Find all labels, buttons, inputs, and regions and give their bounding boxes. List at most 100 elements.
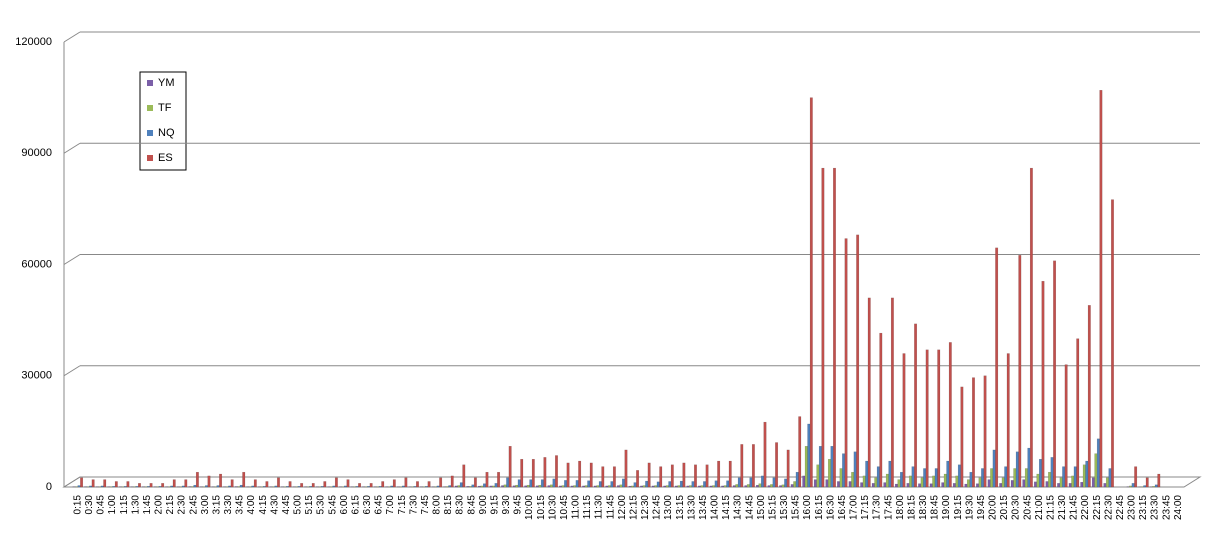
bar xyxy=(1086,461,1089,487)
bar xyxy=(787,450,790,487)
bar xyxy=(752,444,755,487)
bar xyxy=(817,465,820,487)
bar xyxy=(640,486,643,487)
bar xyxy=(1042,281,1045,487)
x-tick-label: 5:00 xyxy=(293,495,304,515)
bar xyxy=(414,486,417,487)
bar xyxy=(837,481,840,487)
bar xyxy=(678,486,681,487)
bar xyxy=(703,481,706,487)
bar xyxy=(393,480,396,487)
bar xyxy=(370,483,373,487)
legend-label: NQ xyxy=(158,127,175,139)
bar xyxy=(793,481,796,487)
bar xyxy=(944,474,947,487)
bar xyxy=(594,486,597,487)
bar xyxy=(773,478,776,487)
bar xyxy=(150,483,153,487)
bar xyxy=(912,467,915,487)
bar xyxy=(828,459,831,487)
bar xyxy=(78,486,81,487)
bar xyxy=(822,168,825,487)
legend-label: YM xyxy=(158,77,175,89)
bar xyxy=(1132,483,1135,487)
bar xyxy=(981,468,984,487)
x-tick-label: 17:45 xyxy=(883,495,894,520)
bar xyxy=(335,478,338,487)
x-tick-label: 2:00 xyxy=(154,495,165,515)
x-tick-label: 3:45 xyxy=(235,495,246,515)
bar xyxy=(729,461,732,487)
x-tick-label: 23:45 xyxy=(1161,495,1172,520)
x-tick-label: 20:15 xyxy=(999,495,1010,520)
bar xyxy=(842,454,845,487)
bar xyxy=(701,486,704,487)
bar xyxy=(367,486,370,487)
bar xyxy=(504,485,507,487)
x-tick-label: 23:30 xyxy=(1150,495,1161,520)
bar xyxy=(764,422,767,487)
bar xyxy=(582,486,585,487)
x-tick-label: 22:45 xyxy=(1115,495,1126,520)
x-tick-label: 7:30 xyxy=(408,495,419,515)
bar xyxy=(613,467,616,487)
x-tick-label: 21:00 xyxy=(1034,495,1045,520)
bar xyxy=(782,485,785,487)
x-tick-label: 18:00 xyxy=(895,495,906,520)
x-tick-label: 6:45 xyxy=(374,495,385,515)
x-tick-label: 6:15 xyxy=(350,495,361,515)
bar xyxy=(463,465,466,487)
bar xyxy=(564,480,567,487)
grid-line xyxy=(64,143,80,153)
x-tick-label: 6:00 xyxy=(339,495,350,515)
x-tick-label: 22:00 xyxy=(1080,495,1091,520)
bar xyxy=(921,478,924,487)
bar xyxy=(900,472,903,487)
bar xyxy=(541,480,544,487)
bar xyxy=(298,486,301,487)
bar xyxy=(631,486,634,487)
bar xyxy=(567,463,570,487)
bar xyxy=(606,486,609,487)
x-tick-label: 14:30 xyxy=(733,495,744,520)
x-tick-label: 10:30 xyxy=(547,495,558,520)
x-tick-label: 4:00 xyxy=(246,495,257,515)
x-tick-label: 16:30 xyxy=(825,495,836,520)
x-tick-label: 8:15 xyxy=(443,495,454,515)
legend-label: ES xyxy=(158,152,173,164)
bar xyxy=(127,481,130,487)
x-tick-label: 2:15 xyxy=(165,495,176,515)
bar xyxy=(907,483,910,487)
x-tick-label: 7:00 xyxy=(385,495,396,515)
bar xyxy=(92,480,95,487)
bar xyxy=(698,486,701,487)
bar xyxy=(1002,478,1005,487)
x-tick-label: 0:45 xyxy=(96,495,107,515)
x-tick-label: 12:45 xyxy=(652,495,663,520)
bar xyxy=(289,481,292,487)
x-tick-label: 8:45 xyxy=(466,495,477,515)
bar xyxy=(548,486,551,487)
x-tick-label: 11:00 xyxy=(571,495,582,520)
y-tick-label: 120000 xyxy=(15,36,52,48)
bar xyxy=(115,481,118,487)
bar xyxy=(798,417,801,487)
bar xyxy=(266,481,269,487)
bar xyxy=(460,483,463,487)
bar xyxy=(845,239,848,487)
x-tick-label: 6:30 xyxy=(362,495,373,515)
bar xyxy=(1053,261,1056,487)
bar xyxy=(1039,459,1042,487)
bar xyxy=(138,483,141,487)
bar xyxy=(710,486,713,487)
bar xyxy=(1023,480,1026,487)
x-tick-label: 9:30 xyxy=(501,495,512,515)
bar xyxy=(182,486,185,487)
bar xyxy=(947,461,950,487)
bar xyxy=(979,478,982,487)
bar xyxy=(808,424,811,487)
x-tick-label: 1:45 xyxy=(142,495,153,515)
bar xyxy=(513,486,516,487)
bar xyxy=(932,476,935,487)
x-tick-label: 7:15 xyxy=(397,495,408,515)
